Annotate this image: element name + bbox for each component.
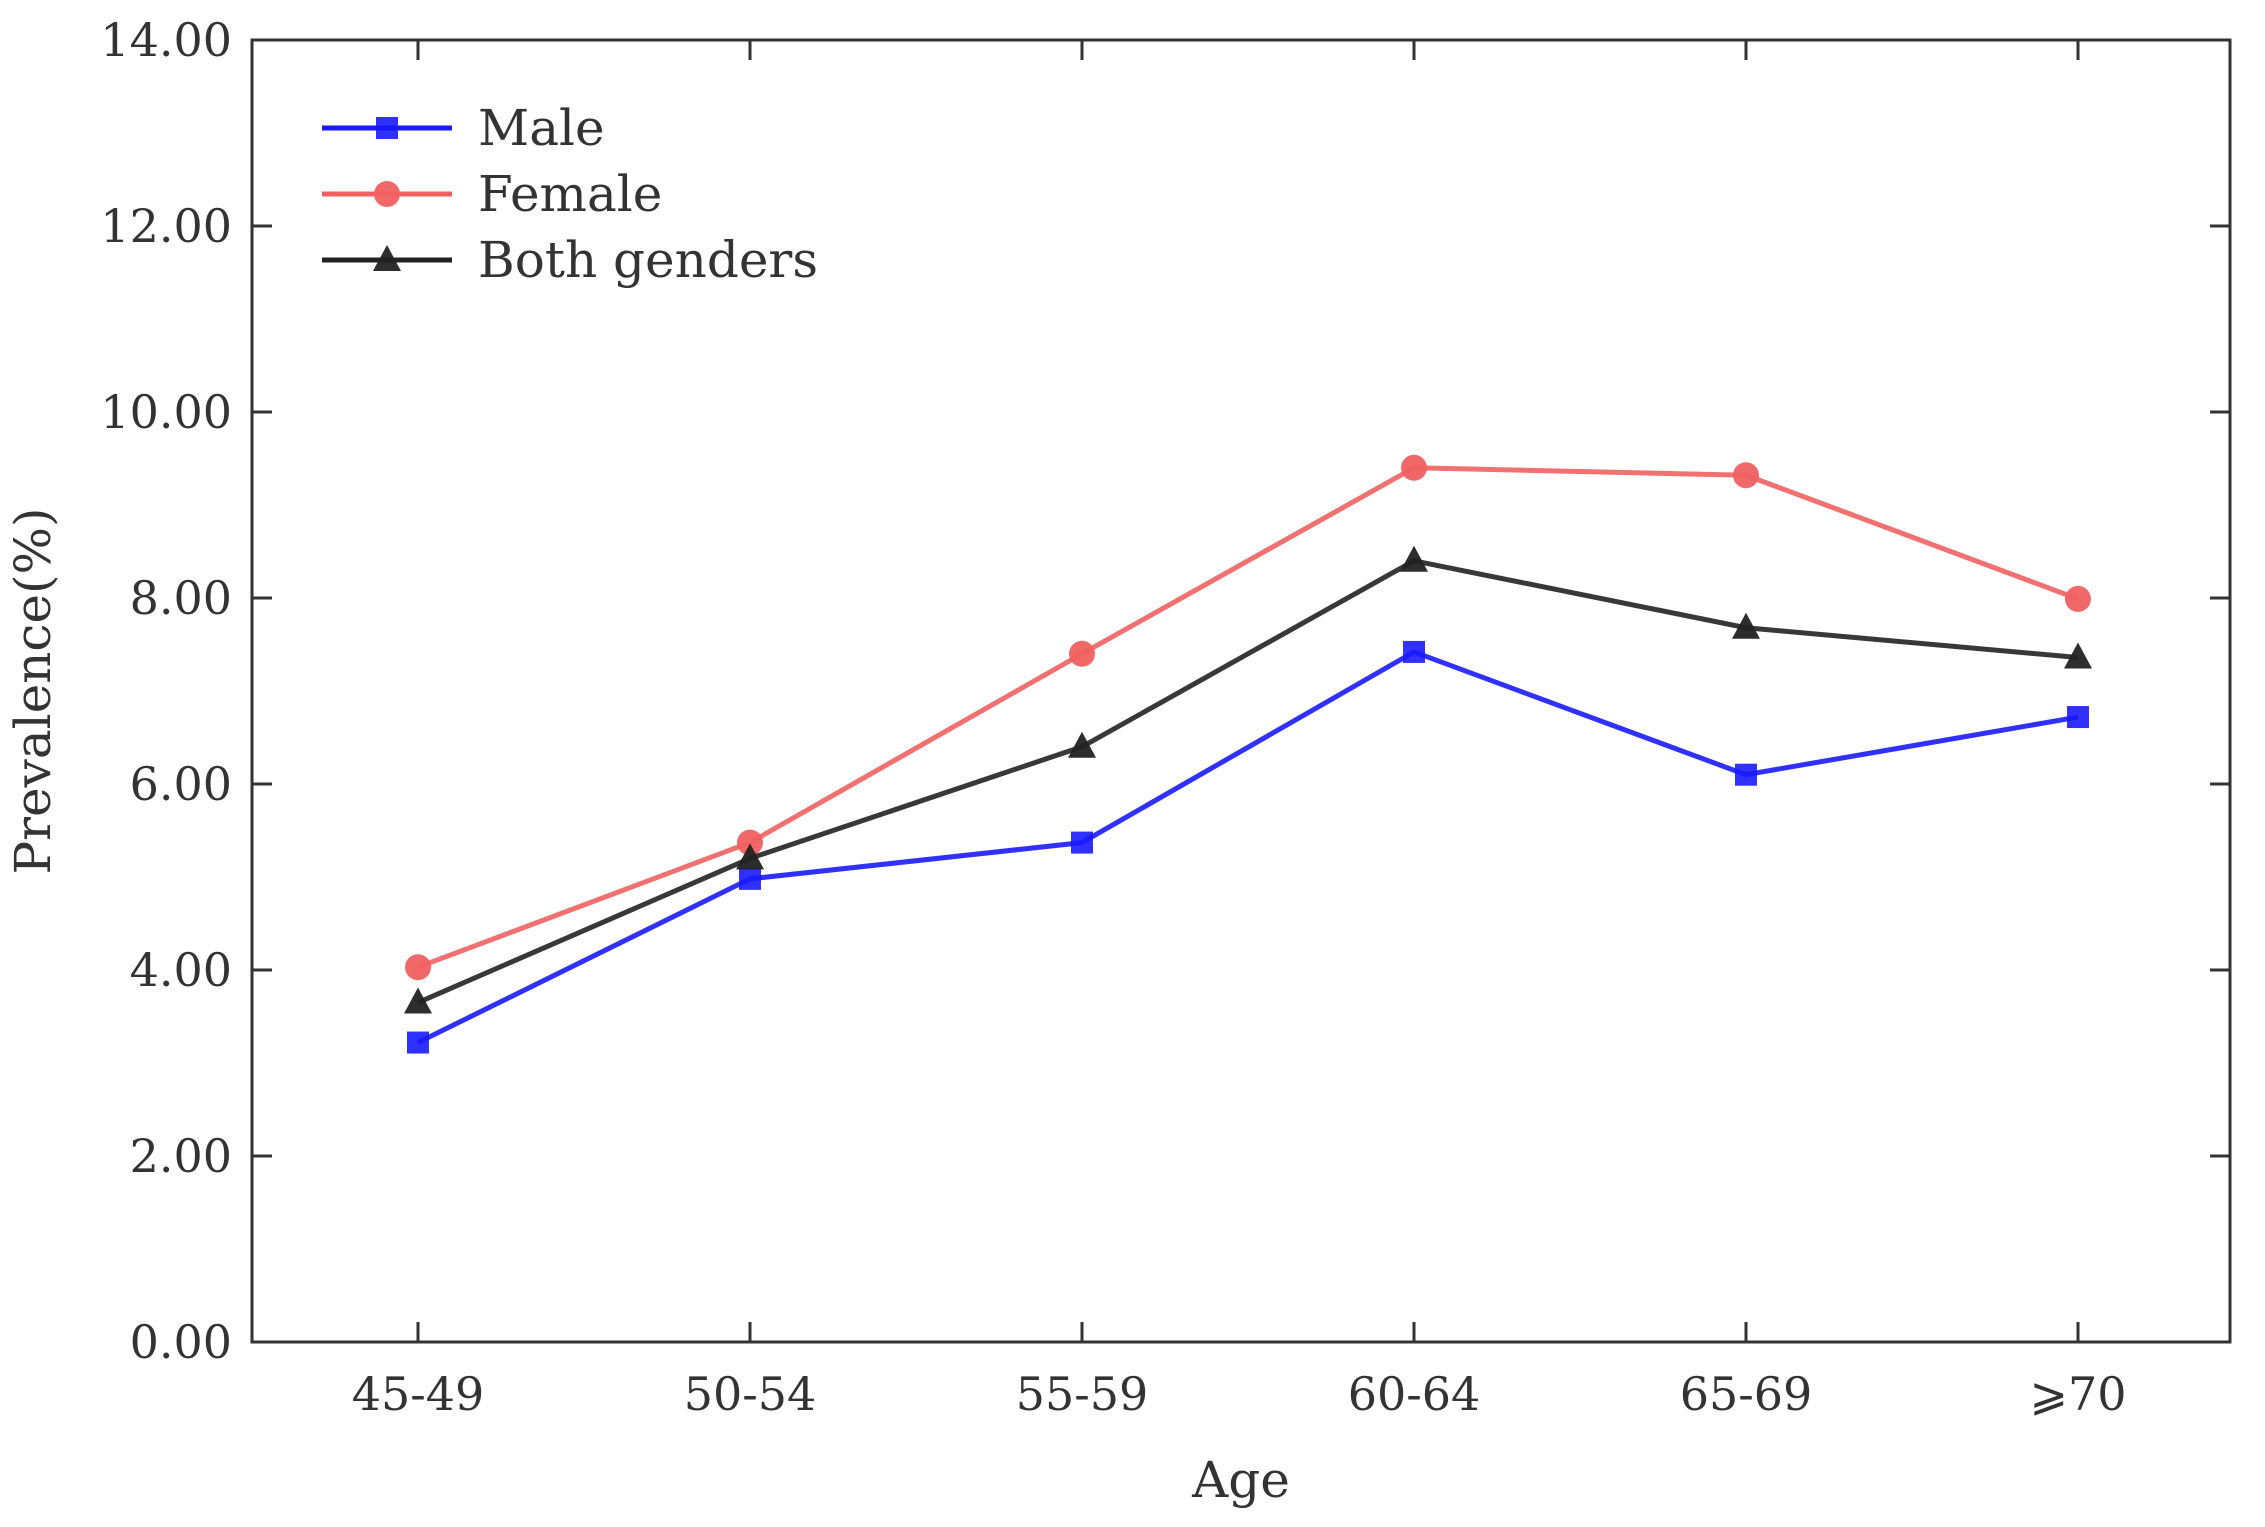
series-line-male — [416, 649, 2079, 1045]
data-point-both-genders — [736, 843, 764, 870]
data-point-both-genders — [1068, 731, 1096, 758]
data-point-female — [2065, 585, 2091, 612]
series-both-genders — [404, 545, 2092, 1014]
plot-frame — [250, 38, 2232, 1344]
y-tick-label: 4.00 — [130, 943, 232, 997]
legend-item-both-genders: Both genders — [322, 231, 818, 289]
legend: Male Female Both genders — [322, 99, 818, 289]
series-female — [405, 454, 2091, 981]
y-tick-label: 10.00 — [100, 385, 232, 439]
y-axis: 0.00 2.00 4.00 6.00 8.00 10.00 12.00 14.00 — [100, 13, 2230, 1369]
data-point-female — [1069, 640, 1095, 667]
legend-label: Female — [478, 165, 662, 223]
series-male — [407, 640, 2089, 1054]
y-tick-label: 8.00 — [130, 571, 232, 625]
data-point-male — [2067, 706, 2089, 729]
data-point-male — [407, 1031, 429, 1054]
x-tick-label: 65-69 — [1680, 1367, 1813, 1421]
data-point-female — [1733, 462, 1759, 489]
series-line-both-genders — [417, 558, 2079, 1005]
data-point-both-genders — [404, 987, 432, 1014]
data-point-male — [1071, 831, 1093, 854]
data-point-male — [1735, 763, 1757, 786]
x-axis-title: Age — [1191, 1451, 1290, 1509]
x-tick-label: 60-64 — [1348, 1367, 1481, 1421]
data-point-male — [739, 867, 761, 890]
y-tick-label: 12.00 — [100, 199, 232, 253]
y-tick-label: 2.00 — [130, 1129, 232, 1183]
y-axis-title: Prevalence(%) — [4, 507, 62, 874]
legend-marker-male — [376, 117, 398, 139]
series-line-female — [417, 465, 2079, 970]
data-point-female — [405, 954, 431, 981]
legend-label: Male — [478, 99, 605, 157]
legend-marker-female — [374, 181, 400, 207]
x-tick-label: 45-49 — [352, 1367, 485, 1421]
data-point-both-genders — [2064, 642, 2092, 669]
legend-item-female: Female — [322, 165, 662, 223]
data-point-female — [737, 829, 763, 856]
x-tick-label: 55-59 — [1016, 1367, 1149, 1421]
data-point-both-genders — [1732, 612, 1760, 639]
legend-item-male: Male — [322, 99, 605, 157]
data-point-both-genders — [1400, 545, 1428, 572]
legend-label: Both genders — [478, 231, 818, 289]
data-point-female — [1401, 454, 1427, 481]
legend-marker-both-genders — [373, 245, 401, 271]
x-tick-label: 50-54 — [684, 1367, 817, 1421]
series-layer — [404, 454, 2092, 1054]
y-tick-label: 0.00 — [130, 1315, 232, 1369]
data-point-male — [1403, 640, 1425, 663]
x-axis: 45-49 50-54 55-59 60-64 65-69 ⩾70 — [352, 40, 2127, 1421]
y-tick-label: 14.00 — [100, 13, 232, 67]
x-tick-label: ⩾70 — [2029, 1367, 2126, 1421]
y-tick-label: 6.00 — [130, 757, 232, 811]
